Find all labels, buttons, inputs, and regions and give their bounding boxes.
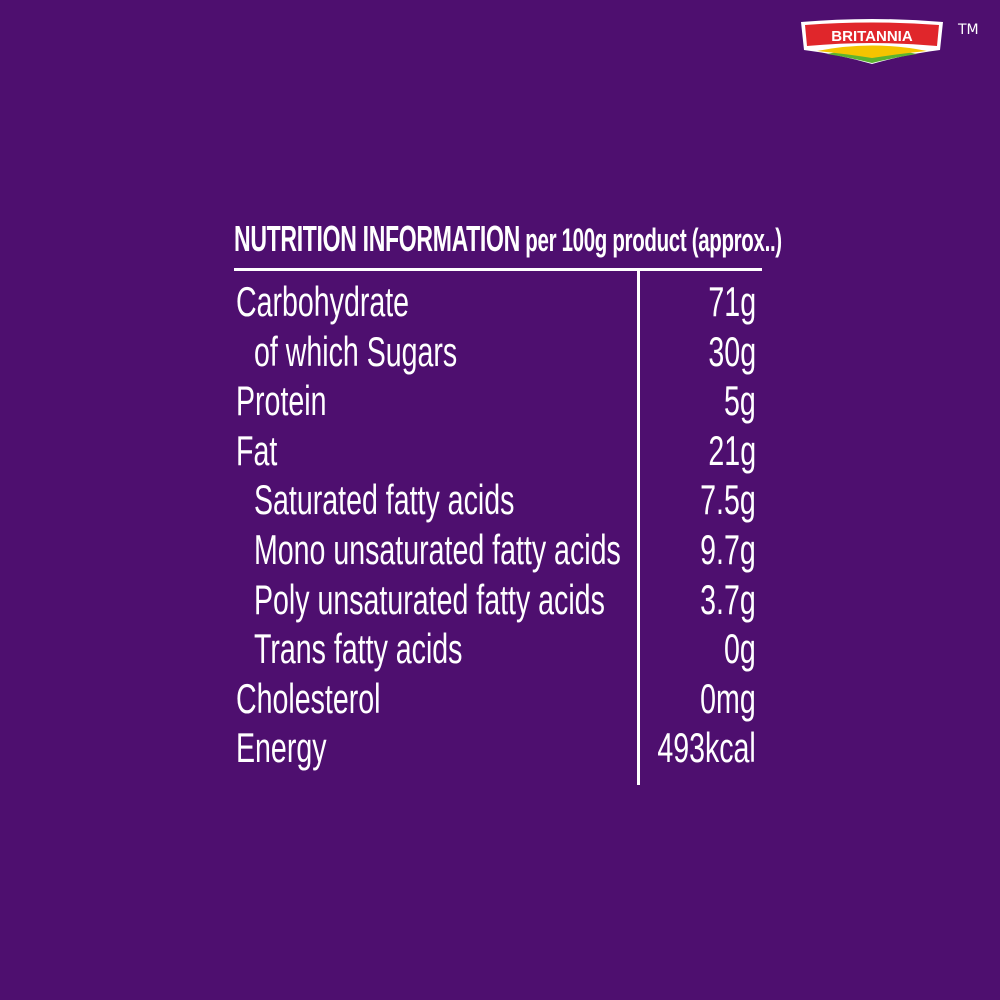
nutrient-value: 7.5g: [700, 476, 756, 524]
nutrition-title: NUTRITION INFORMATION per 100g product (…: [234, 218, 782, 260]
trademark-mark: TM: [958, 22, 979, 38]
nutrient-value: 493kcal: [657, 724, 756, 772]
nutrient-value: 30g: [708, 327, 756, 375]
britannia-logo: BRITANNIA: [801, 19, 943, 64]
table-row: Carbohydrate 71g: [236, 278, 756, 328]
nutrient-label: Fat: [236, 426, 278, 474]
table-row: Energy 493kcal: [236, 724, 756, 774]
table-row: of which Sugars 30g: [236, 328, 756, 378]
nutrient-label: of which Sugars: [254, 327, 458, 375]
svg-text:BRITANNIA: BRITANNIA: [831, 28, 913, 45]
nutrient-value: 3.7g: [700, 575, 756, 623]
table-row: Saturated fatty acids 7.5g: [236, 476, 756, 526]
nutrient-label: Energy: [236, 724, 327, 772]
nutrient-value: 71g: [708, 278, 756, 325]
table-row: Cholesterol 0mg: [236, 675, 756, 725]
nutrient-label: Saturated fatty acids: [254, 476, 515, 524]
nutrient-label: Mono unsaturated fatty acids: [254, 525, 621, 573]
nutrient-value: 21g: [708, 426, 756, 474]
column-divider: [637, 270, 640, 785]
nutrient-label: Trans fatty acids: [254, 625, 463, 673]
nutrition-table: Carbohydrate 71g of which Sugars 30g Protein…: [236, 278, 756, 774]
table-row: Protein 5g: [236, 377, 756, 427]
table-row: Fat 21g: [236, 427, 756, 477]
header-divider: [234, 268, 762, 271]
nutrient-label: Cholesterol: [236, 674, 381, 722]
nutrient-label: Carbohydrate: [236, 278, 410, 325]
table-row: Trans fatty acids 0g: [236, 625, 756, 675]
nutrient-label: Poly unsaturated fatty acids: [254, 575, 605, 623]
nutrient-value: 0mg: [700, 674, 756, 722]
table-row: Mono unsaturated fatty acids 9.7g: [236, 526, 756, 576]
title-bold: NUTRITION INFORMATION: [234, 218, 520, 259]
nutrient-label: Protein: [236, 377, 327, 425]
nutrient-value: 0g: [724, 625, 756, 673]
nutrient-value: 9.7g: [700, 525, 756, 573]
nutrient-value: 5g: [724, 377, 756, 425]
table-row: Poly unsaturated fatty acids 3.7g: [236, 576, 756, 626]
title-rest: per 100g product (approx..): [519, 222, 782, 258]
